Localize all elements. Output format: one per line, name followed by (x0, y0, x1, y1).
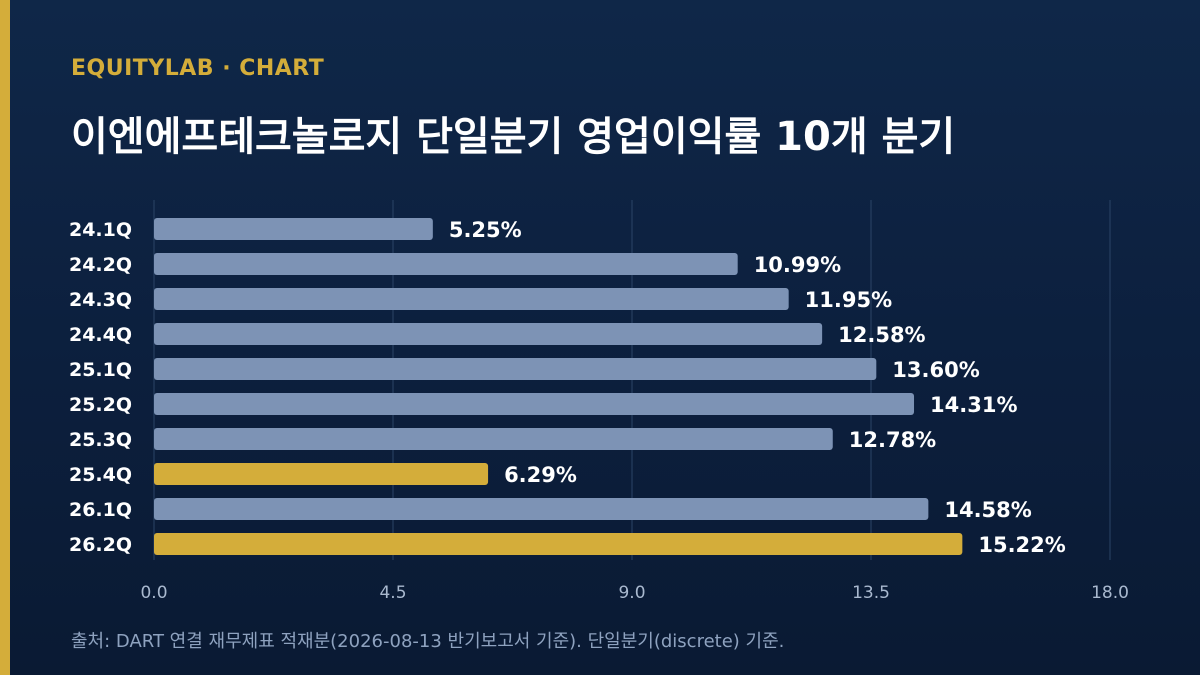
chart-title: 이엔에프테크놀로지 단일분기 영업이익률 10개 분기 (71, 114, 956, 160)
bar-24.3Q (154, 288, 789, 310)
bar-24.2Q (154, 253, 738, 275)
bar-25.3Q (154, 428, 833, 450)
category-label: 24.3Q (69, 289, 132, 311)
category-label: 25.3Q (69, 429, 132, 451)
bar-25.1Q (154, 358, 877, 380)
value-label: 12.78% (849, 428, 936, 452)
bar-24.4Q (154, 323, 823, 345)
category-label: 25.2Q (69, 394, 132, 416)
x-tick-label: 18.0 (1091, 583, 1129, 603)
value-label: 15.22% (978, 533, 1065, 557)
bar-25.2Q (154, 393, 915, 415)
category-label: 26.1Q (69, 499, 132, 521)
value-label: 13.60% (892, 358, 979, 382)
category-label: 24.4Q (69, 324, 132, 346)
x-tick-label: 13.5 (852, 583, 890, 603)
category-label: 24.2Q (69, 254, 132, 276)
accent-bar (0, 0, 10, 675)
value-label: 6.29% (504, 463, 577, 487)
x-tick-label: 4.5 (379, 583, 406, 603)
source-note: 출처: DART 연결 재무제표 적재분(2026-08-13 반기보고서 기준… (71, 631, 785, 652)
bar-25.4Q (154, 463, 489, 485)
bar-24.1Q (154, 218, 433, 240)
brand-label: EQUITYLAB · CHART (71, 56, 325, 81)
x-tick-label: 9.0 (618, 583, 645, 603)
value-label: 11.95% (805, 288, 892, 312)
value-label: 5.25% (449, 218, 522, 242)
value-label: 14.58% (944, 498, 1031, 522)
category-label: 25.1Q (69, 359, 132, 381)
bar-26.1Q (154, 498, 929, 520)
bar-26.2Q (154, 533, 963, 555)
value-label: 14.31% (930, 393, 1017, 417)
bars (154, 218, 963, 555)
x-tick-label: 0.0 (140, 583, 167, 603)
value-label: 10.99% (754, 253, 841, 277)
category-label: 26.2Q (69, 534, 132, 556)
category-label: 24.1Q (69, 219, 132, 241)
value-label: 12.58% (838, 323, 925, 347)
category-label: 25.4Q (69, 464, 132, 486)
labels: 0.0 4.5 9.0 13.5 18.0 24.1Q 5.25% 24.2Q 10.99% 24… (69, 218, 1129, 603)
